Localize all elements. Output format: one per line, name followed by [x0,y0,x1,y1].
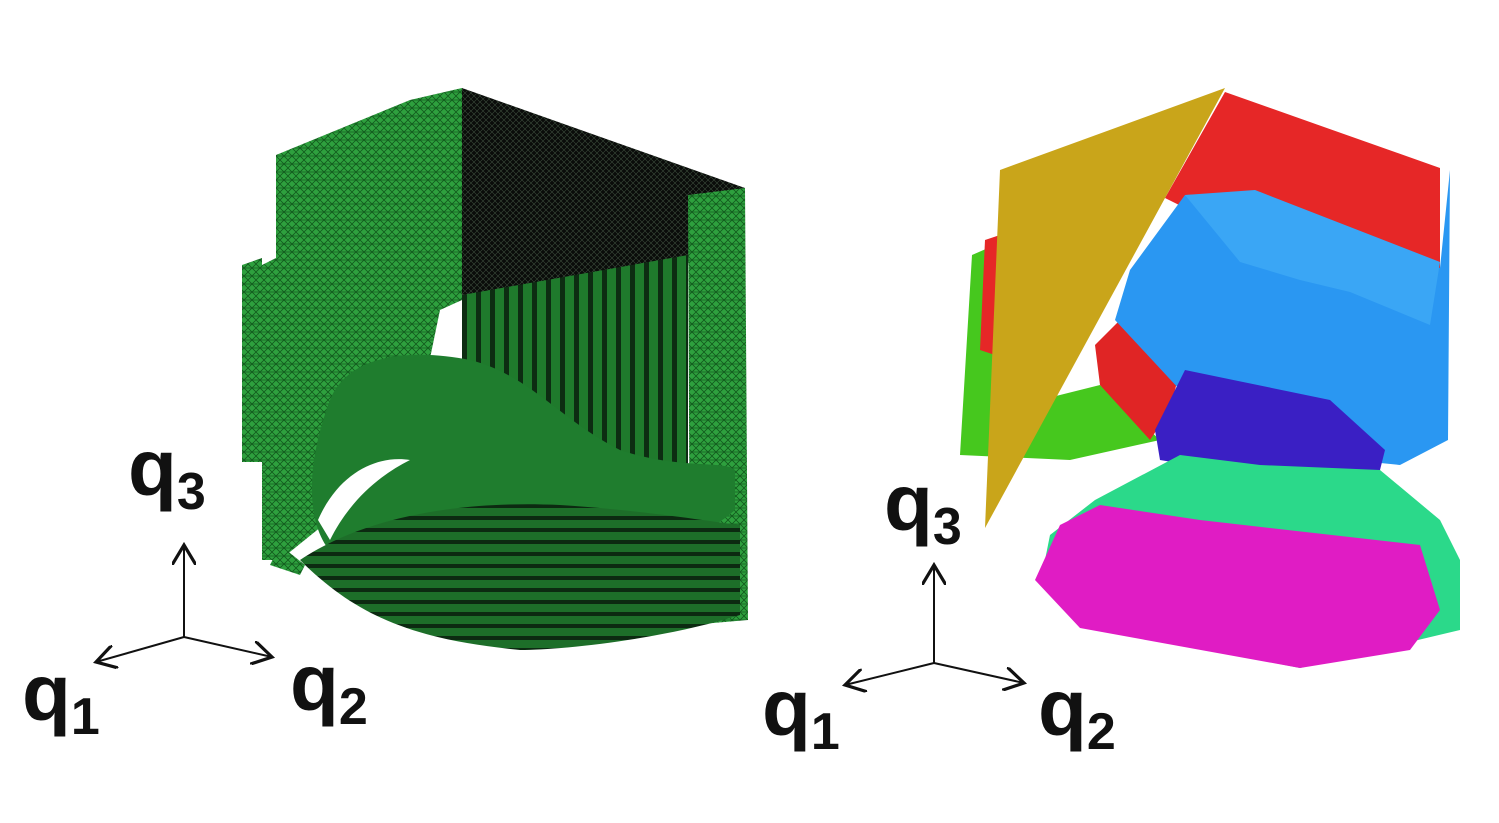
mesh-volume-left [242,88,748,650]
mesh-gap [318,459,410,540]
q2-axis-line [183,636,272,657]
axes-gizmo-left: q3 q1 q2 [22,423,368,746]
region-gold [985,88,1225,528]
region-magenta [1035,505,1440,668]
q3-axis-label: q3 [128,423,206,521]
q1-axis-line [96,636,185,662]
region-indigo [1155,370,1385,475]
q2-axis-label: q2 [1038,663,1116,761]
q3-axis-label: q3 [884,458,962,556]
q1-axis-line [845,662,935,685]
q1-axis-label: q1 [22,648,100,746]
mesh-inner-wall [462,255,688,470]
region-blue-face [1185,190,1440,325]
q2-axis-line [933,662,1024,683]
axes-gizmo-right: q3 q1 q2 [762,458,1116,761]
mesh-front-lip [270,545,305,575]
convex-regions-right [960,88,1460,668]
region-red-middle [1095,320,1180,440]
q2-axis-label: q2 [290,638,368,736]
mesh-slab-back [242,258,262,462]
mesh-floor [300,504,740,650]
mesh-ceiling [462,88,745,295]
q1-axis-label: q1 [762,663,840,761]
